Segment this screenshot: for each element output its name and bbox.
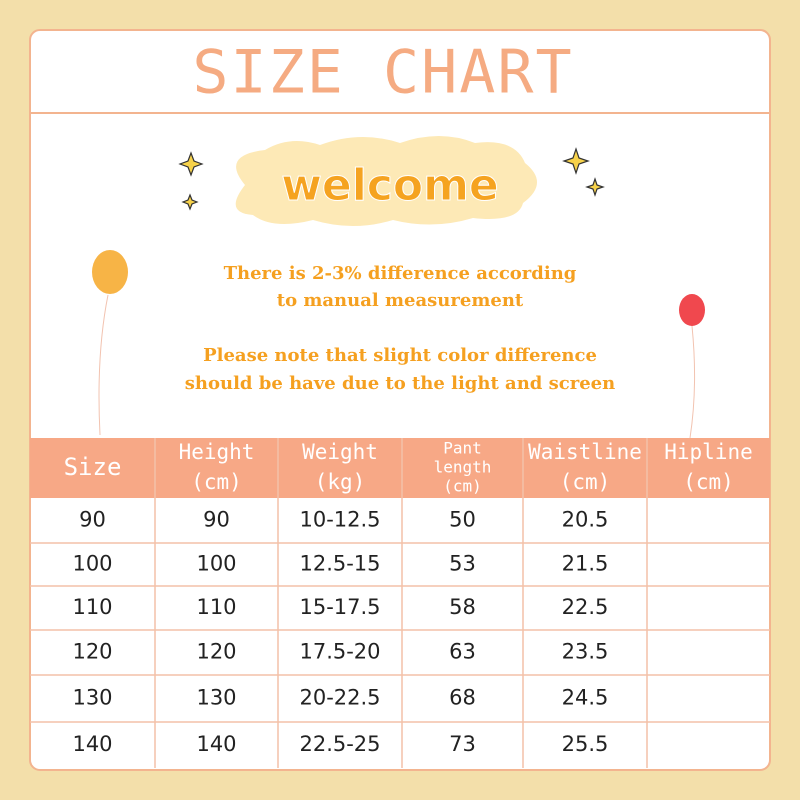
table-cell: 100 <box>72 552 112 576</box>
table-cell: 90 <box>203 508 230 532</box>
table-cell: 22.5-25 <box>299 732 380 756</box>
header-cell: length <box>434 458 492 477</box>
note-line: There is 2-3% difference according <box>224 263 577 284</box>
balloon-orange <box>92 250 128 436</box>
table-header <box>30 438 770 498</box>
table-cell: 110 <box>72 595 112 619</box>
table-cell: 120 <box>72 640 112 664</box>
header-cell: Hipline <box>664 440 753 464</box>
header-cell: (cm) <box>443 477 482 496</box>
sparkles <box>178 147 605 211</box>
table-cell: 21.5 <box>562 552 609 576</box>
title: SIZE CHART <box>192 38 573 108</box>
table-cell: 24.5 <box>562 686 609 710</box>
table-cell: 53 <box>449 552 476 576</box>
header-cell: Weight <box>302 440 378 464</box>
table-cell: 140 <box>196 732 236 756</box>
welcome-text: welcome <box>281 160 499 211</box>
table-cell: 12.5-15 <box>299 552 380 576</box>
table-cell: 120 <box>196 640 236 664</box>
table-cell: 130 <box>196 686 236 710</box>
table-cell: 63 <box>449 640 476 664</box>
note-line: Please note that slight color difference <box>203 345 597 366</box>
note-line: to manual measurement <box>277 290 524 311</box>
table-cell: 17.5-20 <box>299 640 380 664</box>
table-cell: 73 <box>449 732 476 756</box>
header-cell: (cm) <box>560 470 611 494</box>
header-cell: Waistline <box>528 440 642 464</box>
table-cell: 15-17.5 <box>299 595 380 619</box>
header-cell: (kg) <box>315 470 366 494</box>
table-cell: 22.5 <box>562 595 609 619</box>
table-cell: 68 <box>449 686 476 710</box>
table-cell: 130 <box>72 686 112 710</box>
header-cell: (cm) <box>191 470 242 494</box>
table-cell: 140 <box>72 732 112 756</box>
welcome-cloud <box>235 136 538 226</box>
header-cell: Size <box>64 453 122 481</box>
table-cell: 10-12.5 <box>299 508 380 532</box>
header-cell: (cm) <box>683 470 734 494</box>
table-cell: 58 <box>449 595 476 619</box>
table-cell: 100 <box>196 552 236 576</box>
table-cell: 20.5 <box>562 508 609 532</box>
header-cell: Height <box>179 440 255 464</box>
table-cell: 90 <box>79 508 106 532</box>
table-cell: 23.5 <box>562 640 609 664</box>
header-cell: Pant <box>443 439 482 458</box>
table-cell: 50 <box>449 508 476 532</box>
table-cell: 110 <box>196 595 236 619</box>
table-cell: 25.5 <box>562 732 609 756</box>
balloon-red <box>679 294 705 439</box>
table-cell: 20-22.5 <box>299 686 380 710</box>
card <box>29 29 771 771</box>
note-line: should be have due to the light and scre… <box>185 373 615 394</box>
